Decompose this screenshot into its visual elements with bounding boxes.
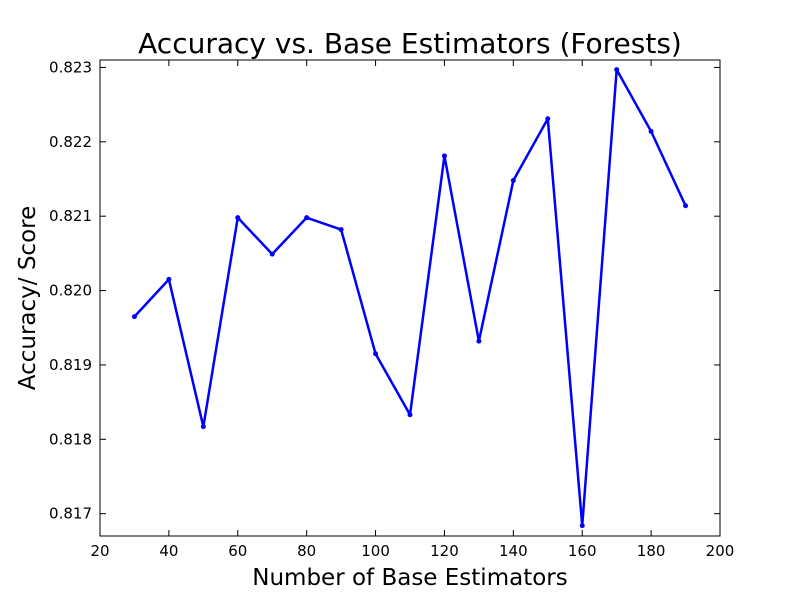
y-axis-label: Accuracy/ Score (15, 206, 41, 390)
data-point-0-2 (200, 424, 206, 430)
data-point-0-8 (407, 412, 413, 418)
data-point-0-10 (476, 338, 482, 344)
x-tick-label-9: 200 (706, 542, 735, 560)
x-tick-label-7: 160 (568, 542, 597, 560)
y-tick-label-6: 0.823 (49, 58, 92, 76)
data-point-0-1 (166, 276, 172, 282)
data-point-0-11 (510, 177, 516, 183)
y-tick-label-0: 0.817 (49, 505, 92, 523)
data-point-0-0 (131, 314, 137, 320)
data-point-0-6 (338, 227, 344, 233)
y-tick-label-3: 0.820 (49, 282, 92, 300)
x-tick-label-6: 140 (499, 542, 528, 560)
x-tick-label-5: 120 (430, 542, 459, 560)
data-point-0-14 (614, 67, 620, 73)
data-point-0-12 (545, 116, 551, 122)
data-point-0-4 (269, 251, 275, 257)
data-point-0-5 (304, 215, 310, 221)
y-tick-label-4: 0.821 (49, 207, 92, 225)
chart-title: Accuracy vs. Base Estimators (Forests) (138, 27, 682, 60)
data-point-0-13 (579, 523, 585, 529)
plot-frame (99, 59, 721, 537)
ticks-layer: 20 40 60 80 100 120 140 160 180 200 0.817 0.818 0.81… (49, 58, 734, 560)
series-layer (131, 67, 689, 529)
x-tick-label-0: 20 (90, 542, 109, 560)
x-tick-label-2: 60 (228, 542, 247, 560)
series-line-0 (133, 68, 687, 527)
x-tick-label-8: 180 (637, 542, 666, 560)
data-point-0-3 (235, 215, 241, 221)
x-tick-label-1: 40 (159, 542, 178, 560)
x-axis-label: Number of Base Estimators (252, 565, 567, 591)
data-point-0-15 (648, 128, 654, 134)
data-point-0-16 (683, 203, 689, 209)
data-point-0-7 (373, 351, 379, 357)
x-tick-label-4: 100 (361, 542, 390, 560)
data-point-0-9 (441, 153, 447, 159)
y-tick-label-5: 0.822 (49, 133, 92, 151)
x-tick-label-3: 80 (297, 542, 316, 560)
y-tick-label-2: 0.819 (49, 356, 92, 374)
y-tick-label-1: 0.818 (49, 430, 92, 448)
